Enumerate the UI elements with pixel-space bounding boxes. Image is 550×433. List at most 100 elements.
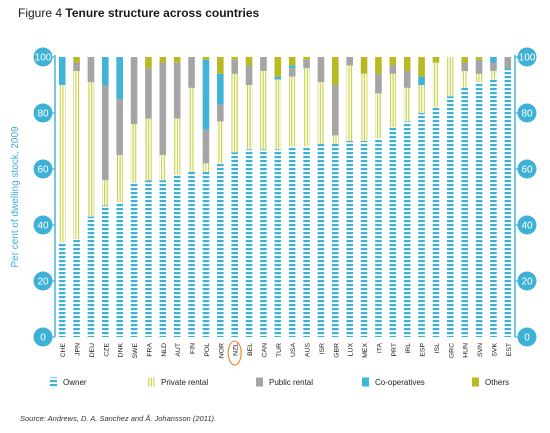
bar-segment-public-rental: [159, 62, 167, 155]
x-tick-label-irl: IRL: [405, 343, 412, 354]
legend-label: Private rental: [161, 378, 208, 387]
y-tick-left-60: 60: [33, 159, 55, 179]
bar-segment-owner: [504, 68, 512, 337]
bar-segment-private-rental: [260, 71, 267, 150]
legend-swatch: [256, 377, 263, 387]
bar-segment-private-rental: [346, 65, 353, 141]
legend-swatch: [472, 377, 479, 387]
bar-segment-public-rental: [288, 68, 296, 77]
y-tick-label: 100: [35, 53, 52, 64]
bar-stack-irl: [403, 57, 411, 338]
bar-segment-owner: [73, 239, 80, 337]
bar-segment-private-rental: [317, 82, 325, 144]
y-tick-left-40: 40: [33, 215, 55, 235]
bar-segment-owner: [461, 87, 468, 337]
bar-segment-private-rental: [145, 118, 152, 181]
bar-segment-others: [475, 57, 483, 60]
bar-segment-public-rental: [231, 59, 238, 74]
bar-stack-pol: [202, 57, 210, 337]
bar-stack-est: [504, 57, 512, 337]
bar-stack-isr: [317, 57, 325, 337]
x-tick-label-nor: NOR: [218, 343, 225, 358]
legend-item-public-rental: Public rental: [256, 377, 313, 387]
figure-title-text: Tenure structure across countries: [65, 6, 260, 20]
bar-segment-private-rental: [130, 124, 138, 183]
x-tick-label-jpn: JPN: [75, 343, 82, 356]
bar-segment-others: [332, 57, 339, 85]
bar-segment-private-rental: [159, 155, 167, 181]
bar-stack-mex: [360, 57, 368, 337]
legend-label: Public rental: [269, 378, 313, 387]
bar-segment-public-rental: [202, 129, 210, 164]
bar-segment-public-rental: [403, 71, 411, 88]
legend-item-private-rental: Private rental: [148, 377, 208, 387]
bar-segment-public-rental: [461, 62, 468, 71]
bar-segment-owner: [447, 96, 454, 337]
legend-swatch: [362, 377, 369, 387]
x-tick-label-ita: ITA: [376, 343, 383, 354]
bar-segment-owner: [260, 149, 267, 337]
x-tick-label-deu: DEU: [89, 343, 96, 357]
bar-segment-private-rental: [461, 71, 468, 88]
bar-segment-co-operatives: [116, 57, 123, 99]
x-tick-label-grc: GRC: [448, 343, 455, 358]
bar-segment-public-rental: [102, 85, 109, 181]
x-tick-label-aut: AUT: [175, 343, 182, 357]
bar-segment-public-rental: [303, 59, 310, 69]
bar-segment-private-rental: [58, 85, 66, 242]
x-tick-label-bel: BEL: [247, 343, 254, 356]
bar-segment-owner: [245, 149, 253, 337]
bar-segment-private-rental: [375, 93, 382, 139]
y-tick-left-100: 100: [33, 47, 55, 67]
bar-segment-private-rental: [389, 73, 397, 127]
bar-segment-owner: [317, 143, 325, 337]
y-tick-label: 20: [37, 277, 49, 288]
bar-segment-co-operatives: [490, 57, 497, 63]
bar-segment-others: [303, 57, 310, 60]
x-tick-label-dnk: DNK: [118, 343, 125, 358]
legend-swatch: [50, 377, 57, 387]
bar-segment-owner: [231, 152, 238, 337]
y-tick-right-80: 80: [515, 103, 537, 123]
bar-stack-hun: [461, 57, 468, 337]
bar-segment-co-operatives: [102, 57, 109, 85]
highlight-ring-nzl: [227, 340, 242, 366]
bar-stack-jpn: [73, 57, 80, 337]
bar-segment-private-rental: [418, 85, 425, 113]
bar-segment-owner: [102, 205, 109, 337]
bar-segment-others: [159, 57, 167, 63]
x-tick-label-cze: CZE: [103, 343, 110, 357]
bar-segment-owner: [490, 79, 497, 338]
legend-item-others: Others: [472, 377, 509, 387]
x-tick-label-nld: NLD: [161, 343, 168, 357]
x-tick-label-mex: MEX: [362, 343, 369, 358]
y-tick-label: 100: [519, 53, 536, 64]
bar-stack-fin: [188, 57, 195, 337]
bar-segment-co-operatives: [288, 65, 296, 69]
bar-segment-owner: [130, 183, 138, 337]
bar-segment-owner: [202, 171, 210, 337]
bar-segment-public-rental: [260, 57, 267, 71]
bar-stack-nzl: [231, 57, 238, 337]
bar-segment-owner: [188, 171, 195, 337]
x-tick-label-hun: HUN: [463, 343, 470, 358]
bar-segment-others: [403, 57, 411, 71]
y-tick-label: 80: [37, 109, 49, 120]
bar-stack-nor: [217, 57, 224, 337]
legend-label: Others: [485, 378, 509, 387]
bar-segment-others: [461, 57, 468, 63]
bar-segment-owner: [346, 141, 353, 337]
bar-segment-owner: [159, 180, 167, 337]
y-tick-right-0: 0: [515, 327, 537, 347]
y-tick-label: 40: [37, 221, 49, 232]
bar-segment-others: [231, 57, 238, 60]
bar-stack-deu: [87, 57, 95, 337]
source-note: Source: Andrews, D. A. Sanchez and Å. Jo…: [20, 414, 217, 423]
bar-segment-private-rental: [102, 180, 109, 206]
bar-segment-private-rental: [217, 121, 224, 164]
bar-segment-owner: [173, 174, 181, 337]
bar-segment-public-rental: [217, 104, 224, 122]
x-tick-label-prt: PRT: [391, 343, 398, 356]
x-tick-label-est: EST: [506, 343, 513, 356]
bar-segment-private-rental: [332, 135, 339, 144]
